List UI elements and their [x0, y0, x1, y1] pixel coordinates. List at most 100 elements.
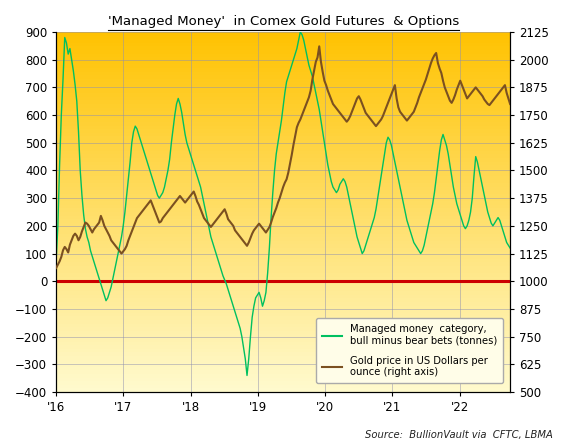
Bar — [56, 208, 510, 212]
Bar — [56, 381, 510, 385]
Bar — [56, 288, 510, 291]
Bar — [56, 277, 510, 280]
Bar — [56, 280, 510, 284]
Bar — [56, 295, 510, 299]
Bar — [56, 82, 510, 86]
Bar — [56, 162, 510, 165]
Bar — [56, 291, 510, 295]
Bar — [56, 173, 510, 176]
Bar — [56, 129, 510, 133]
Bar — [56, 136, 510, 140]
Bar — [56, 72, 510, 75]
Bar — [56, 89, 510, 93]
Bar — [56, 101, 510, 104]
Bar — [56, 176, 510, 180]
Bar — [56, 147, 510, 151]
Bar — [56, 215, 510, 219]
Bar — [56, 133, 510, 136]
Bar — [56, 309, 510, 313]
Bar — [56, 194, 510, 198]
Bar — [56, 349, 510, 353]
Bar — [56, 378, 510, 381]
Bar — [56, 190, 510, 194]
Bar — [56, 39, 510, 43]
Bar — [56, 93, 510, 97]
Bar — [56, 320, 510, 324]
Bar — [56, 270, 510, 273]
Bar — [56, 32, 510, 36]
Bar — [56, 356, 510, 360]
Legend: Managed money  category,
bull minus bear bets (tonnes), Gold price in US Dollars: Managed money category, bull minus bear … — [316, 318, 503, 384]
Bar — [56, 151, 510, 154]
Bar — [56, 302, 510, 306]
Bar — [56, 219, 510, 223]
Bar — [56, 353, 510, 356]
Bar — [56, 262, 510, 266]
Text: Source:  BullionVault via  CFTC, LBMA: Source: BullionVault via CFTC, LBMA — [365, 430, 553, 440]
Bar — [56, 154, 510, 158]
Bar — [56, 115, 510, 118]
Bar — [56, 212, 510, 215]
Bar — [56, 118, 510, 122]
Bar — [56, 266, 510, 270]
Bar — [56, 245, 510, 248]
Bar — [56, 237, 510, 241]
Bar — [56, 241, 510, 245]
Bar — [56, 165, 510, 169]
Bar — [56, 50, 510, 54]
Bar — [56, 299, 510, 302]
Bar — [56, 385, 510, 388]
Bar — [56, 54, 510, 57]
Bar — [56, 360, 510, 363]
Bar — [56, 43, 510, 46]
Bar — [56, 248, 510, 252]
Bar — [56, 198, 510, 201]
Bar — [56, 143, 510, 147]
Bar — [56, 36, 510, 39]
Bar — [56, 108, 510, 111]
Bar — [56, 227, 510, 230]
Bar — [56, 324, 510, 327]
Bar — [56, 338, 510, 342]
Bar — [56, 223, 510, 227]
Bar — [56, 126, 510, 129]
Bar — [56, 104, 510, 108]
Bar — [56, 313, 510, 316]
Bar — [56, 79, 510, 82]
Bar — [56, 230, 510, 234]
Title: 'Managed Money'  in Comex Gold Futures  & Options: 'Managed Money' in Comex Gold Futures & … — [108, 15, 459, 28]
Bar — [56, 273, 510, 277]
Bar — [56, 169, 510, 173]
Bar — [56, 46, 510, 50]
Bar — [56, 61, 510, 64]
Bar — [56, 234, 510, 237]
Bar — [56, 371, 510, 374]
Bar — [56, 57, 510, 61]
Bar — [56, 306, 510, 309]
Bar — [56, 158, 510, 162]
Bar — [56, 284, 510, 288]
Bar — [56, 342, 510, 345]
Bar — [56, 327, 510, 331]
Bar — [56, 374, 510, 378]
Bar — [56, 111, 510, 115]
Bar — [56, 205, 510, 208]
Bar — [56, 363, 510, 367]
Bar — [56, 68, 510, 72]
Bar — [56, 180, 510, 183]
Bar — [56, 97, 510, 101]
Bar — [56, 75, 510, 79]
Bar — [56, 252, 510, 255]
Bar — [56, 122, 510, 126]
Bar — [56, 140, 510, 143]
Bar — [56, 64, 510, 68]
Bar — [56, 255, 510, 259]
Bar — [56, 259, 510, 262]
Bar — [56, 334, 510, 338]
Bar — [56, 316, 510, 320]
Bar — [56, 201, 510, 205]
Bar — [56, 86, 510, 89]
Bar — [56, 388, 510, 392]
Bar — [56, 367, 510, 371]
Bar — [56, 187, 510, 190]
